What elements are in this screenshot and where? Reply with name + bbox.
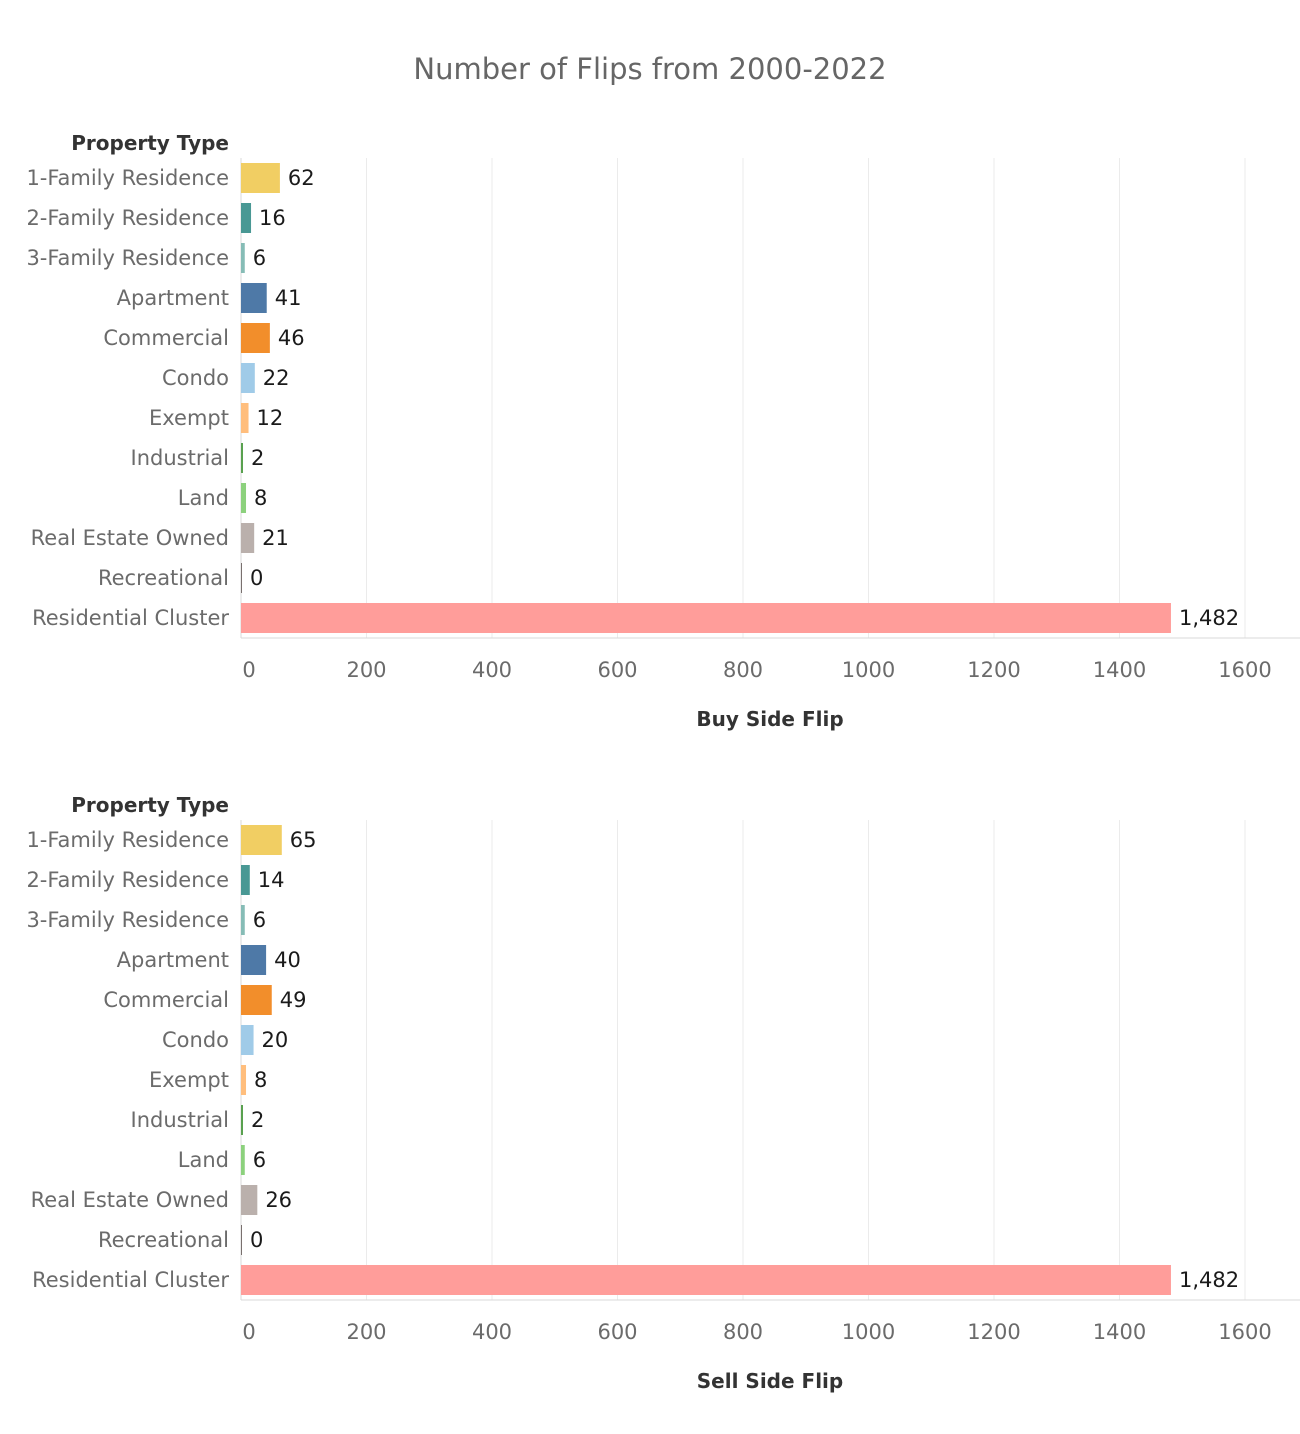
value-label: 2: [251, 446, 264, 470]
tick-label: 800: [723, 658, 763, 682]
tick-label: 1600: [1218, 658, 1271, 682]
value-label: 49: [280, 988, 307, 1012]
tick-label: 1400: [1093, 1320, 1146, 1344]
value-label: 8: [254, 1068, 267, 1092]
bar: [241, 363, 255, 393]
tick-label: 600: [597, 1320, 637, 1344]
bar: [241, 563, 242, 593]
tick-label: 1400: [1093, 658, 1146, 682]
category-label: 2-Family Residence: [26, 868, 229, 892]
category-label: Condo: [162, 1028, 229, 1052]
value-label: 2: [251, 1108, 264, 1132]
category-label: Real Estate Owned: [31, 526, 229, 550]
bar: [241, 243, 245, 273]
category-label: Condo: [162, 366, 229, 390]
category-label: Commercial: [103, 988, 229, 1012]
tick-label: 1200: [967, 658, 1020, 682]
value-label: 26: [265, 1188, 292, 1212]
bar: [241, 443, 243, 473]
tick-label: 800: [723, 1320, 763, 1344]
category-label: Exempt: [149, 406, 229, 430]
value-label: 1,482: [1179, 606, 1239, 630]
tick-label: 600: [597, 658, 637, 682]
tick-label: 1600: [1218, 1320, 1271, 1344]
tick-label: 0: [242, 658, 255, 682]
bar: [241, 603, 1171, 633]
category-label: Commercial: [103, 326, 229, 350]
bar: [241, 1265, 1171, 1295]
category-label: Residential Cluster: [32, 606, 229, 630]
x-axis-title: Sell Side Flip: [697, 1369, 843, 1393]
value-label: 46: [278, 326, 305, 350]
value-label: 1,482: [1179, 1268, 1239, 1292]
bar: [241, 865, 250, 895]
category-label: Apartment: [117, 948, 229, 972]
bar: [241, 1225, 242, 1255]
value-label: 0: [250, 1228, 263, 1252]
bar: [241, 203, 252, 233]
value-label: 6: [253, 1148, 266, 1172]
category-label: Industrial: [131, 1108, 230, 1132]
buy-side-flip-chart: Property Type 1-Family Residence 62 2-Famil…: [0, 122, 1300, 762]
value-label: 12: [257, 406, 284, 430]
bar: [241, 283, 267, 313]
tick-label: 0: [242, 1320, 255, 1344]
bar: [241, 523, 255, 553]
value-label: 62: [288, 166, 315, 190]
category-label: Recreational: [98, 566, 229, 590]
category-label: 3-Family Residence: [26, 908, 229, 932]
bar: [241, 985, 272, 1015]
value-label: 65: [290, 828, 317, 852]
bar: [241, 945, 267, 975]
value-label: 16: [259, 206, 286, 230]
tick-label: 1000: [842, 1320, 895, 1344]
value-label: 6: [253, 246, 266, 270]
sell-side-flip-chart: Property Type 1-Family Residence 65 2-Famil…: [0, 784, 1300, 1424]
value-label: 40: [274, 948, 301, 972]
value-label: 20: [262, 1028, 289, 1052]
bar: [241, 1145, 245, 1175]
category-label: 3-Family Residence: [26, 246, 229, 270]
bar: [241, 1065, 247, 1095]
category-label: Apartment: [117, 286, 229, 310]
category-label: Land: [178, 486, 229, 510]
category-label: Industrial: [131, 446, 230, 470]
value-label: 8: [254, 486, 267, 510]
chart-title: Number of Flips from 2000-2022: [413, 52, 887, 86]
bar: [241, 403, 249, 433]
category-label: Land: [178, 1148, 229, 1172]
bar: [241, 1025, 254, 1055]
bar: [241, 163, 280, 193]
tick-label: 200: [346, 658, 386, 682]
tick-label: 400: [472, 1320, 512, 1344]
value-label: 0: [250, 566, 263, 590]
tick-label: 200: [346, 1320, 386, 1344]
bar: [241, 905, 245, 935]
value-label: 14: [258, 868, 285, 892]
category-label: Recreational: [98, 1228, 229, 1252]
bar: [241, 323, 270, 353]
value-label: 41: [275, 286, 302, 310]
row-header: Property Type: [71, 793, 229, 817]
tick-label: 1200: [967, 1320, 1020, 1344]
category-label: Real Estate Owned: [31, 1188, 229, 1212]
sell-side-flip-plot: Property Type 1-Family Residence 65 2-Famil…: [26, 793, 1300, 1393]
bar: [241, 825, 282, 855]
category-label: 1-Family Residence: [26, 828, 229, 852]
value-label: 6: [253, 908, 266, 932]
category-label: 2-Family Residence: [26, 206, 229, 230]
tick-label: 1000: [842, 658, 895, 682]
bar: [241, 1105, 243, 1135]
x-axis-title: Buy Side Flip: [696, 707, 843, 731]
value-label: 21: [262, 526, 289, 550]
row-header: Property Type: [71, 131, 229, 155]
tick-label: 400: [472, 658, 512, 682]
category-label: 1-Family Residence: [26, 166, 229, 190]
category-label: Residential Cluster: [32, 1268, 229, 1292]
bar: [241, 1185, 258, 1215]
category-label: Exempt: [149, 1068, 229, 1092]
value-label: 22: [263, 366, 290, 390]
bar: [241, 483, 247, 513]
